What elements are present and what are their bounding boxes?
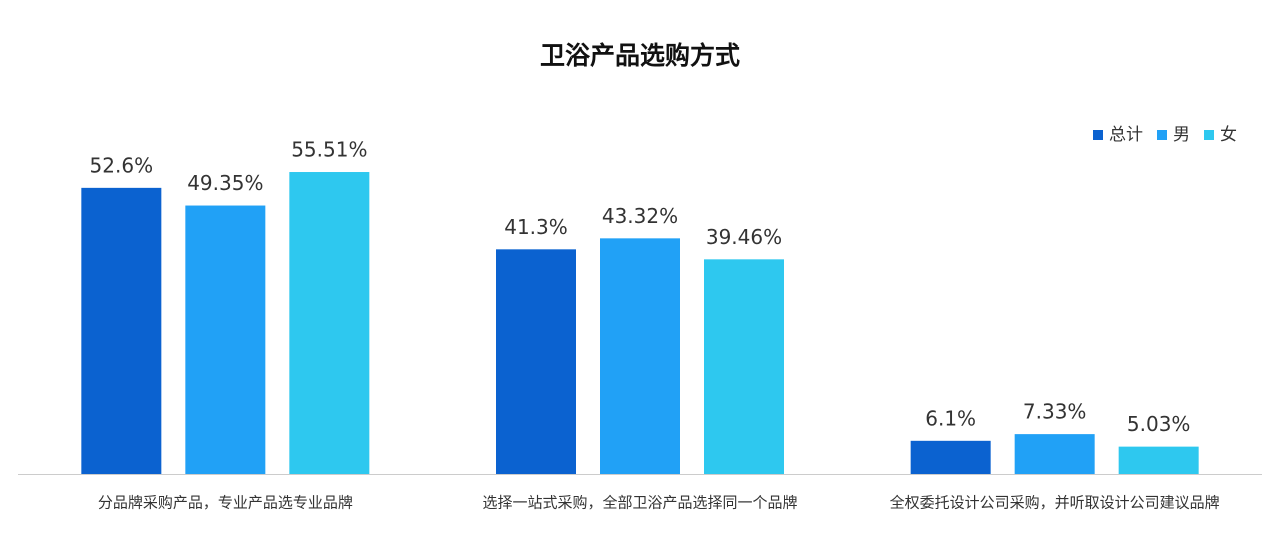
legend-label: 女 <box>1220 125 1237 145</box>
data-label: 6.1% <box>925 406 976 430</box>
data-label: 39.46% <box>706 225 782 249</box>
data-label: 43.32% <box>602 204 678 228</box>
bar <box>81 187 162 474</box>
bar <box>1118 446 1199 474</box>
data-label: 52.6% <box>90 153 154 177</box>
legend-swatch <box>1157 130 1167 140</box>
data-label: 5.03% <box>1127 412 1191 436</box>
legend-label: 男 <box>1173 125 1190 145</box>
bar <box>185 205 266 474</box>
data-label: 55.51% <box>291 138 367 162</box>
x-tick-label: 全权委托设计公司采购，并听取设计公司建议品牌 <box>890 494 1220 512</box>
bar <box>1014 434 1095 474</box>
legend-swatch <box>1204 130 1214 140</box>
bar <box>600 238 680 474</box>
bar <box>289 172 370 474</box>
x-tick-label: 选择一站式采购，全部卫浴产品选择同一个品牌 <box>482 494 797 512</box>
data-label: 49.35% <box>187 171 263 195</box>
bar <box>496 249 576 474</box>
legend-label: 总计 <box>1109 125 1143 145</box>
data-label: 41.3% <box>504 215 568 239</box>
x-tick-label: 分品牌采购产品，专业产品选专业品牌 <box>98 494 353 512</box>
bar <box>910 440 991 474</box>
data-label: 7.33% <box>1023 400 1087 424</box>
bar <box>704 259 784 474</box>
legend-swatch <box>1093 130 1103 140</box>
chart-title: 卫浴产品选购方式 <box>540 41 740 70</box>
